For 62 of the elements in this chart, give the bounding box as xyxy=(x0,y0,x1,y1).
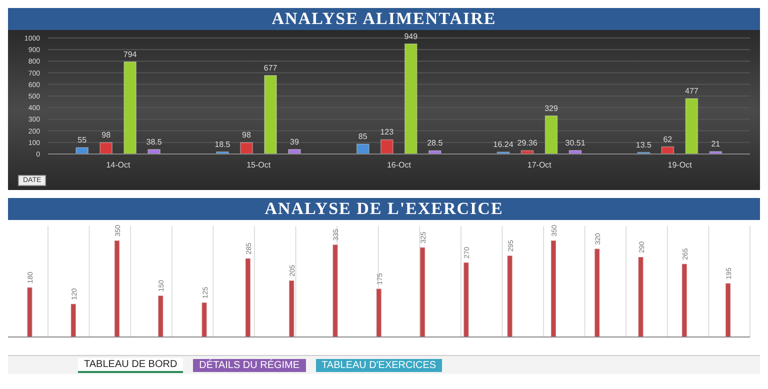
data-label: 98 xyxy=(102,130,112,140)
data-label: 21 xyxy=(711,140,721,149)
data-label: 85 xyxy=(358,132,368,142)
data-label: 38.5 xyxy=(146,138,162,147)
data-label: 794 xyxy=(123,50,138,59)
x-tick-label: 14-Oct xyxy=(106,160,131,170)
text: TABLEAU D'EXERCICES xyxy=(316,358,442,372)
data-label: 29.36 xyxy=(517,138,538,148)
bar xyxy=(288,148,301,154)
x-tick-label: 16-Oct xyxy=(386,160,412,170)
data-label: 123 xyxy=(380,128,394,137)
bar xyxy=(100,142,113,154)
x-tick-label: 19-Oct xyxy=(668,160,693,170)
chart-title: ANALYSE ALIMENTAIRE xyxy=(8,8,760,30)
data-label: 62 xyxy=(663,134,673,144)
data-label: 18.5 xyxy=(214,140,231,149)
bar xyxy=(544,115,558,154)
bar xyxy=(264,74,277,154)
bar xyxy=(148,149,161,154)
data-label: 30.51 xyxy=(565,138,586,148)
data-label: 39 xyxy=(290,137,300,146)
data-label: 55 xyxy=(78,136,88,145)
text: DÉTAILS DU RÉGIME xyxy=(193,358,306,372)
bar xyxy=(124,61,137,154)
data-label: 949 xyxy=(404,32,418,41)
bar xyxy=(376,288,382,338)
bar xyxy=(506,255,513,338)
bar xyxy=(685,98,698,154)
x-tick-label: 17-Oct xyxy=(527,160,552,170)
bar xyxy=(428,150,442,154)
bar xyxy=(420,246,426,338)
bar xyxy=(463,262,470,338)
bar xyxy=(594,248,600,338)
bar xyxy=(76,147,89,154)
bar xyxy=(520,150,534,154)
bar xyxy=(638,256,644,338)
bar xyxy=(288,280,295,338)
bar xyxy=(332,244,338,338)
bar xyxy=(725,282,732,338)
bar xyxy=(158,295,164,338)
text: TABLEAU DE BORD xyxy=(78,358,184,372)
data-label: 28.5 xyxy=(427,138,444,148)
bar xyxy=(244,258,251,338)
data-label: 477 xyxy=(685,86,699,96)
bar xyxy=(240,142,253,154)
bar xyxy=(201,302,208,338)
bar xyxy=(404,43,418,154)
data-label: 16.24 xyxy=(493,140,514,150)
bar xyxy=(661,146,674,154)
bar xyxy=(26,286,33,338)
bar xyxy=(114,240,120,338)
data-label: 329 xyxy=(544,104,558,113)
bar xyxy=(550,240,556,338)
bar xyxy=(681,263,688,338)
chart-title: ANALYSE DE L'EXERCICE xyxy=(8,198,760,220)
data-label: 677 xyxy=(264,63,278,72)
bar xyxy=(380,139,394,154)
data-label: 98 xyxy=(242,130,252,140)
x-tick-label: 15-Oct xyxy=(246,160,272,170)
data-label: 13.5 xyxy=(636,140,652,150)
bar xyxy=(356,144,370,154)
bar xyxy=(70,303,76,338)
